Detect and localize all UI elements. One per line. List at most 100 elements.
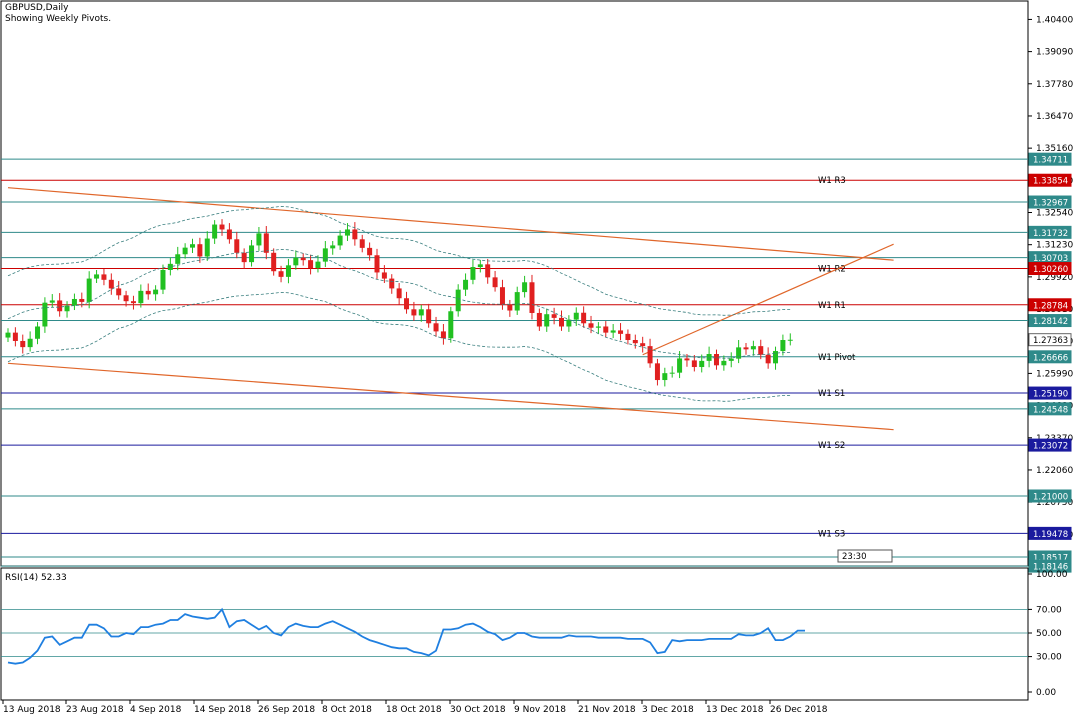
chart-symbol: GBPUSD,Daily xyxy=(5,3,69,13)
candle-body xyxy=(234,239,240,253)
candle-body xyxy=(551,314,557,318)
price-pane-frame xyxy=(0,0,1029,567)
candle-body xyxy=(559,317,564,327)
candle-body xyxy=(507,304,513,311)
price-tag-label: 1.19478 xyxy=(1033,530,1068,540)
candle-body xyxy=(404,298,410,310)
price-axis-label: 1.39090 xyxy=(1036,48,1073,58)
candle-body xyxy=(271,252,277,272)
candle-body xyxy=(691,360,697,368)
candle-body xyxy=(743,347,749,350)
level-label: W1 Pivot xyxy=(818,353,856,363)
candle-body xyxy=(130,301,136,304)
candle-body xyxy=(499,287,505,305)
price-tag-label: 1.25190 xyxy=(1033,390,1068,400)
price-axis-label: 1.37780 xyxy=(1036,80,1073,90)
price-tag-label: 1.28784 xyxy=(1033,301,1068,311)
price-tag xyxy=(1028,438,1072,452)
candle-body xyxy=(212,224,218,239)
candle-body xyxy=(249,245,255,263)
candle-body xyxy=(610,330,616,333)
candle-body xyxy=(64,305,70,312)
candle-body xyxy=(463,279,469,290)
candle-body xyxy=(477,264,483,268)
candle-body xyxy=(603,326,609,333)
candle-body xyxy=(116,288,122,296)
trendline-upper-channel xyxy=(7,187,894,261)
level-label: W1 R2 xyxy=(818,265,846,275)
candle-body xyxy=(662,373,668,381)
candle-body xyxy=(374,255,380,273)
price-axis-label: 1.40400 xyxy=(1036,15,1073,25)
candle-body xyxy=(315,261,321,269)
candle-body xyxy=(780,340,786,352)
price-tag-label: 1.30703 xyxy=(1033,254,1068,264)
price-axis-label: 1.20750 xyxy=(1036,498,1073,508)
candle-body xyxy=(396,288,402,299)
date-label: 4 Sep 2018 xyxy=(130,705,182,715)
trendline-rising-trend xyxy=(642,243,894,356)
rsi-axis-label: 50.00 xyxy=(1036,629,1062,639)
candle-body xyxy=(367,247,373,256)
candle-body xyxy=(219,224,225,230)
date-label: 21 Nov 2018 xyxy=(578,705,636,715)
candle-body xyxy=(300,257,306,261)
candle-body xyxy=(581,312,587,324)
candle-body xyxy=(618,330,624,334)
candle-body xyxy=(190,244,195,248)
price-tag-label: 1.33854 xyxy=(1033,177,1068,187)
date-label: 14 Sep 2018 xyxy=(194,705,251,715)
candle-body xyxy=(736,347,742,359)
date-label: 13 Dec 2018 xyxy=(706,705,764,715)
candle-body xyxy=(293,257,299,266)
candle-body xyxy=(699,360,705,368)
candle-body xyxy=(278,271,284,277)
candle-body xyxy=(758,346,764,355)
candle-body xyxy=(566,319,572,327)
price-axis-label: 1.25990 xyxy=(1036,369,1073,379)
rsi-axis-label: 30.00 xyxy=(1036,653,1062,663)
candle-body xyxy=(381,272,387,279)
rsi-line xyxy=(7,607,805,665)
chart-subtitle: Showing Weekly Pivots. xyxy=(5,14,112,24)
candle-body xyxy=(389,278,395,289)
level-label: W1 S2 xyxy=(818,441,845,451)
candle-body xyxy=(522,282,528,293)
level-label: W1 S3 xyxy=(818,529,845,539)
date-label: 26 Dec 2018 xyxy=(770,705,828,715)
date-label: 23 Aug 2018 xyxy=(66,705,124,715)
rsi-axis-label: 70.00 xyxy=(1036,605,1062,615)
candle-body xyxy=(322,248,328,262)
price-axis-label: 1.29920 xyxy=(1036,273,1073,283)
candle-body xyxy=(337,235,343,246)
date-label: 30 Oct 2018 xyxy=(450,705,506,715)
candle-body xyxy=(595,326,601,328)
candle-body xyxy=(197,244,203,257)
price-axis-label: 1.31230 xyxy=(1036,241,1073,251)
candle-body xyxy=(640,343,646,347)
candle-body xyxy=(57,300,63,312)
candle-body xyxy=(433,323,439,332)
candle-body xyxy=(765,354,771,364)
price-tag-label: 1.34711 xyxy=(1033,156,1068,166)
candle-body xyxy=(485,264,491,278)
price-tag xyxy=(1028,314,1072,328)
candle-body xyxy=(448,311,454,339)
candle-body xyxy=(153,289,159,295)
level-label: W1 R1 xyxy=(818,301,846,311)
price-tag xyxy=(1028,298,1072,312)
candle-body xyxy=(101,274,107,280)
date-label: 26 Sep 2018 xyxy=(258,705,315,715)
price-axis-label: 1.36470 xyxy=(1036,112,1073,122)
candle-body xyxy=(79,298,85,302)
price-tag-label: 1.18146 xyxy=(1033,563,1068,573)
rsi-axis-label: 0.00 xyxy=(1036,688,1056,698)
price-axis-label: 1.22060 xyxy=(1036,466,1073,476)
candle-body xyxy=(750,346,756,350)
date-label: 8 Oct 2018 xyxy=(322,705,372,715)
candle-body xyxy=(684,358,690,361)
candle-body xyxy=(5,332,11,338)
price-tag xyxy=(1028,225,1072,239)
candle-body xyxy=(706,354,712,361)
